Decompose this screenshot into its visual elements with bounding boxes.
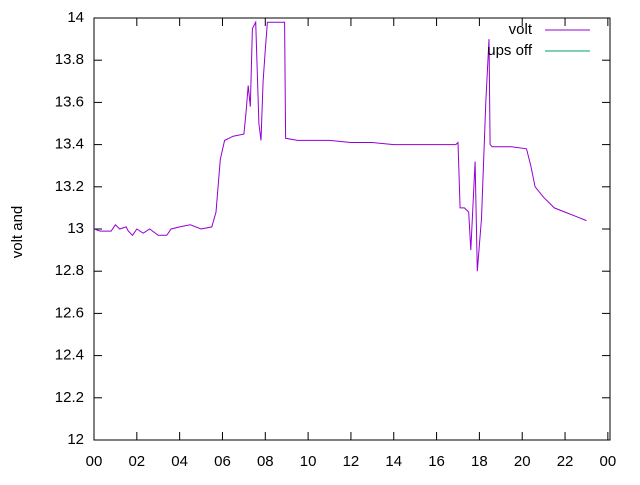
data-line [93,20,587,272]
y-tick-label: 12.8 [55,262,84,279]
x-tick-label: 16 [428,453,445,470]
x-tick-label: 22 [557,453,574,470]
x-tick-label: 14 [385,453,402,470]
y-tick-label: 12 [67,431,84,448]
y-tick-label: 13.8 [55,51,84,68]
x-tick-label: 12 [343,453,360,470]
y-tick-label: 14 [67,9,84,26]
x-tick-label: 00 [600,453,617,470]
legend-label: ups off [487,42,533,59]
legend-label: volt [509,21,533,38]
y-tick-label: 12.2 [55,389,84,406]
x-tick-label: 00 [86,453,103,470]
y-axis-label: volt and [9,206,26,259]
x-tick-label: 06 [214,453,231,470]
y-tick-label: 13.4 [55,136,84,153]
x-tick-label: 20 [514,453,531,470]
x-tick-label: 04 [171,453,188,470]
x-tick-label: 18 [471,453,488,470]
y-tick-label: 13 [67,220,84,237]
x-tick-label: 10 [300,453,317,470]
x-tick-label: 02 [128,453,145,470]
x-tick-label: 08 [257,453,274,470]
y-tick-label: 13.2 [55,178,84,195]
y-tick-label: 13.6 [55,93,84,110]
y-tick-label: 12.4 [55,347,84,364]
y-tick-label: 12.6 [55,304,84,321]
